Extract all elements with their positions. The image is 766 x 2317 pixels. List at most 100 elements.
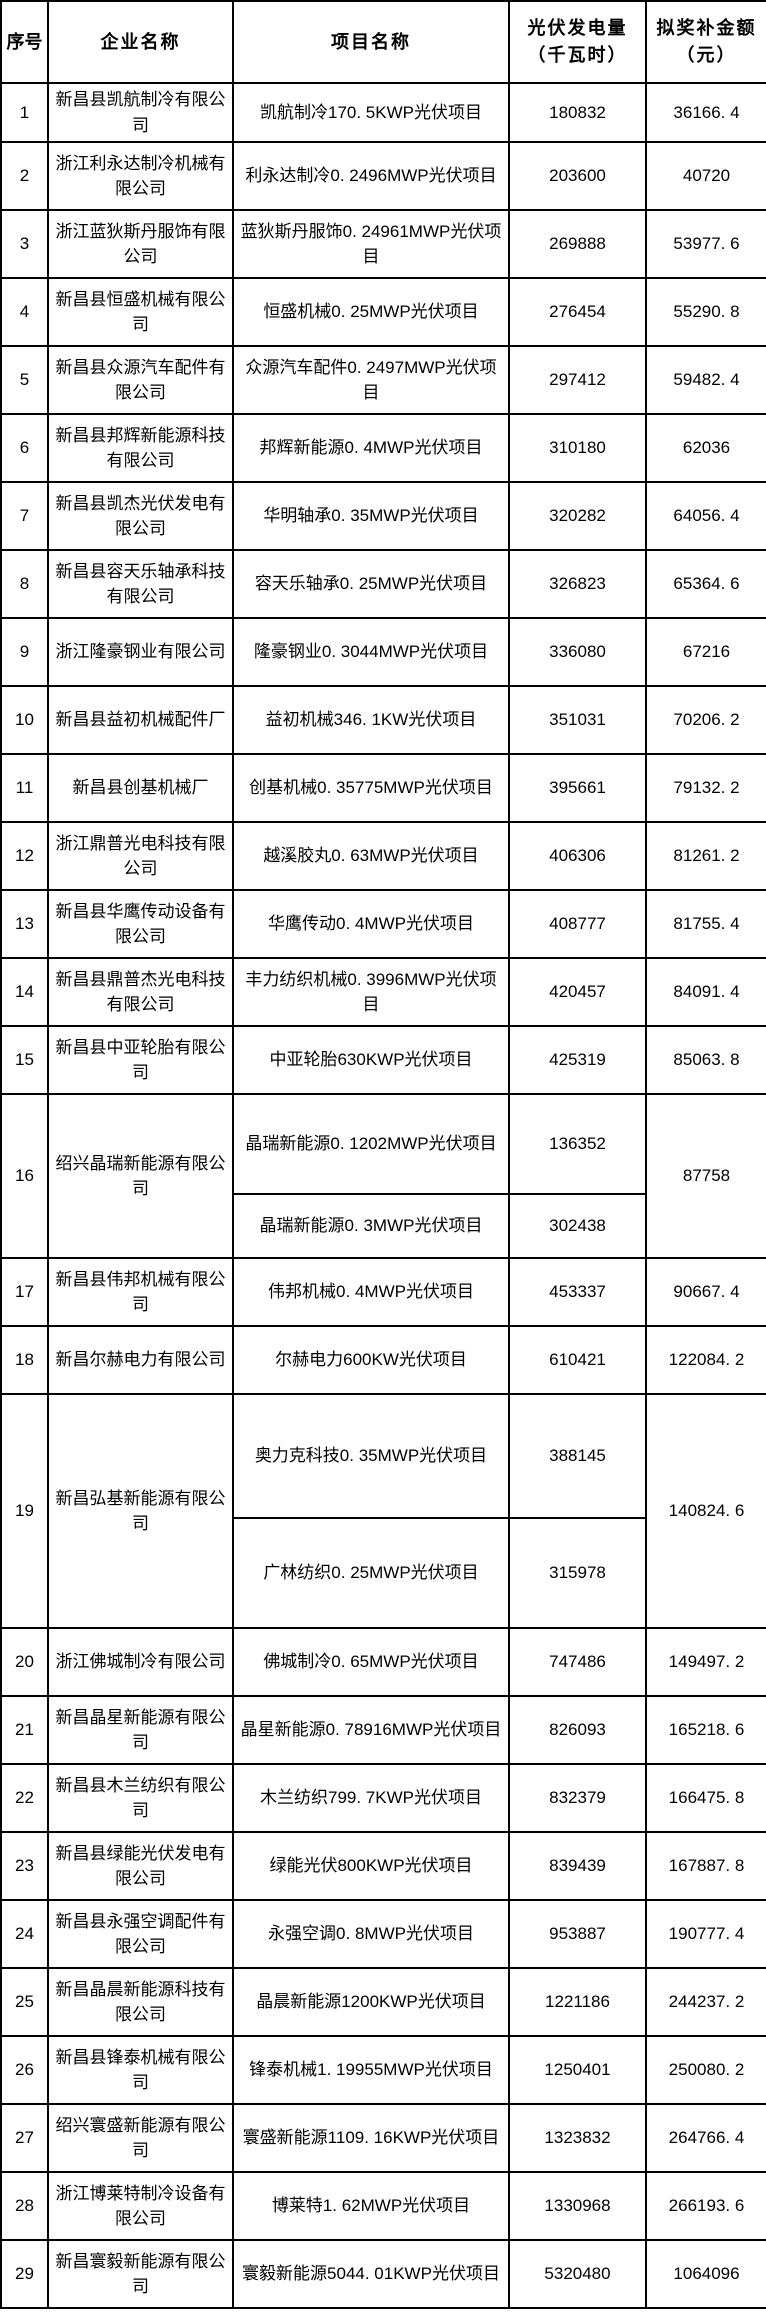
generation-value-cell: 351031: [508, 685, 647, 755]
table-row: 25 新昌晶晨新能源科技有限公司 晶晨新能源1200KWP光伏项目 122118…: [0, 1967, 766, 2037]
subsidy-value-cell: 122084. 2: [645, 1325, 766, 1395]
company-name-cell: 新昌县邦辉新能源科技有限公司: [47, 413, 234, 483]
table-row: 13 新昌县华鹰传动设备有限公司 华鹰传动0. 4MWP光伏项目 408777 …: [0, 889, 766, 959]
generation-value-cell: 310180: [508, 413, 647, 483]
company-name-cell: 浙江利永达制冷机械有限公司: [47, 141, 234, 211]
row-number: 2: [0, 141, 49, 211]
company-name-cell: 绍兴晶瑞新能源有限公司: [47, 1093, 234, 1259]
subsidy-value-cell: 81755. 4: [645, 889, 766, 959]
generation-value-cell: 136352: [508, 1093, 647, 1195]
table-row: 20 浙江佛城制冷有限公司 佛城制冷0. 65MWP光伏项目 747486 14…: [0, 1627, 766, 1697]
company-name-cell: 新昌晶晨新能源科技有限公司: [47, 1967, 234, 2037]
company-name-cell: 新昌县锋泰机械有限公司: [47, 2035, 234, 2105]
row-number: 5: [0, 345, 49, 415]
project-name-cell: 尔赫电力600KW光伏项目: [232, 1325, 510, 1395]
project-name-cell: 创基机械0. 35775MWP光伏项目: [232, 753, 510, 823]
row-number: 12: [0, 821, 49, 891]
table-row: 14 新昌县鼎普杰光电科技有限公司 丰力纺织机械0. 3996MWP光伏项目 4…: [0, 957, 766, 1027]
subsidy-value-cell: 190777. 4: [645, 1899, 766, 1969]
generation-value-cell: 395661: [508, 753, 647, 823]
table-row: 7 新昌县凯杰光伏发电有限公司 华明轴承0. 35MWP光伏项目 320282 …: [0, 481, 766, 551]
column-header-subsidy: 拟奖补金额 （元）: [645, 0, 766, 84]
company-name-cell: 新昌县凯航制冷有限公司: [47, 82, 234, 143]
generation-value-cell: 839439: [508, 1831, 647, 1901]
company-name-cell: 浙江蓝狄斯丹服饰有限公司: [47, 209, 234, 279]
project-name-cell: 恒盛机械0. 25MWP光伏项目: [232, 277, 510, 347]
company-name-cell: 新昌寰毅新能源有限公司: [47, 2239, 234, 2309]
subsidy-value-cell: 53977. 6: [645, 209, 766, 279]
generation-value-cell: 336080: [508, 617, 647, 687]
subsidy-value-cell: 1064096: [645, 2239, 766, 2309]
project-name-cell: 寰盛新能源1109. 16KWP光伏项目: [232, 2103, 510, 2173]
row-number: 16: [0, 1093, 49, 1259]
row-number: 15: [0, 1025, 49, 1095]
subsidy-value-cell: 140824. 6: [645, 1393, 766, 1629]
company-name-cell: 新昌县凯杰光伏发电有限公司: [47, 481, 234, 551]
project-name-cell: 晶晨新能源1200KWP光伏项目: [232, 1967, 510, 2037]
company-name-cell: 新昌弘基新能源有限公司: [47, 1393, 234, 1629]
table-row: 9 浙江隆豪钢业有限公司 隆豪钢业0. 3044MWP光伏项目 336080 6…: [0, 617, 766, 687]
subsidy-value-cell: 79132. 2: [645, 753, 766, 823]
subsidy-value-cell: 62036: [645, 413, 766, 483]
company-name-cell: 新昌县鼎普杰光电科技有限公司: [47, 957, 234, 1027]
column-header-company: 企业名称: [47, 0, 234, 84]
table-row: 22 新昌县木兰纺织有限公司 木兰纺织799. 7KWP光伏项目 832379 …: [0, 1763, 766, 1833]
row-number: 19: [0, 1393, 49, 1629]
subsidy-value-cell: 36166. 4: [645, 82, 766, 143]
table-row: 17 新昌县伟邦机械有限公司 伟邦机械0. 4MWP光伏项目 453337 90…: [0, 1257, 766, 1327]
company-name-cell: 新昌县众源汽车配件有限公司: [47, 345, 234, 415]
project-name-cell: 广林纺织0. 25MWP光伏项目: [232, 1517, 510, 1629]
row-number: 25: [0, 1967, 49, 2037]
column-header-index: 序号: [0, 0, 49, 84]
row-number: 8: [0, 549, 49, 619]
project-name-cell: 奥力克科技0. 35MWP光伏项目: [232, 1393, 510, 1519]
company-name-cell: 浙江博莱特制冷设备有限公司: [47, 2171, 234, 2241]
project-name-cell: 佛城制冷0. 65MWP光伏项目: [232, 1627, 510, 1697]
table-row: 10 新昌县益初机械配件厂 益初机械346. 1KW光伏项目 351031 70…: [0, 685, 766, 755]
row-number: 29: [0, 2239, 49, 2309]
row-number: 28: [0, 2171, 49, 2241]
project-name-cell: 隆豪钢业0. 3044MWP光伏项目: [232, 617, 510, 687]
company-name-cell: 新昌县伟邦机械有限公司: [47, 1257, 234, 1327]
table-row: 19 新昌弘基新能源有限公司 奥力克科技0. 35MWP光伏项目 388145 …: [0, 1393, 766, 1629]
company-name-cell: 新昌县益初机械配件厂: [47, 685, 234, 755]
row-number: 3: [0, 209, 49, 279]
subsidy-value-cell: 244237. 2: [645, 1967, 766, 2037]
company-name-cell: 浙江鼎普光电科技有限公司: [47, 821, 234, 891]
generation-value-cell: 610421: [508, 1325, 647, 1395]
project-name-cell: 中亚轮胎630KWP光伏项目: [232, 1025, 510, 1095]
row-number: 26: [0, 2035, 49, 2105]
project-name-cell: 凯航制冷170. 5KWP光伏项目: [232, 82, 510, 143]
generation-value-cell: 302438: [508, 1193, 647, 1259]
project-name-cell: 木兰纺织799. 7KWP光伏项目: [232, 1763, 510, 1833]
subsidy-value-cell: 81261. 2: [645, 821, 766, 891]
generation-value-cell: 269888: [508, 209, 647, 279]
company-name-cell: 新昌县永强空调配件有限公司: [47, 1899, 234, 1969]
company-name-cell: 新昌尔赫电力有限公司: [47, 1325, 234, 1395]
company-name-cell: 浙江隆豪钢业有限公司: [47, 617, 234, 687]
project-name-cell: 晶星新能源0. 78916MWP光伏项目: [232, 1695, 510, 1765]
table-row: 8 新昌县容天乐轴承科技有限公司 容天乐轴承0. 25MWP光伏项目 32682…: [0, 549, 766, 619]
project-name-cell: 丰力纺织机械0. 3996MWP光伏项目: [232, 957, 510, 1027]
company-name-cell: 新昌县绿能光伏发电有限公司: [47, 1831, 234, 1901]
company-name-cell: 浙江佛城制冷有限公司: [47, 1627, 234, 1697]
row-number: 14: [0, 957, 49, 1027]
subsidy-value-cell: 250080. 2: [645, 2035, 766, 2105]
subsidy-value-cell: 165218. 6: [645, 1695, 766, 1765]
row-number: 6: [0, 413, 49, 483]
project-name-cell: 晶瑞新能源0. 1202MWP光伏项目: [232, 1093, 510, 1195]
company-name-cell: 新昌县容天乐轴承科技有限公司: [47, 549, 234, 619]
table-row: 24 新昌县永强空调配件有限公司 永强空调0. 8MWP光伏项目 953887 …: [0, 1899, 766, 1969]
project-name-cell: 邦辉新能源0. 4MWP光伏项目: [232, 413, 510, 483]
project-name-cell: 华明轴承0. 35MWP光伏项目: [232, 481, 510, 551]
project-name-cell: 众源汽车配件0. 2497MWP光伏项目: [232, 345, 510, 415]
generation-value-cell: 453337: [508, 1257, 647, 1327]
subsidy-value-cell: 70206. 2: [645, 685, 766, 755]
row-number: 20: [0, 1627, 49, 1697]
table-row: 5 新昌县众源汽车配件有限公司 众源汽车配件0. 2497MWP光伏项目 297…: [0, 345, 766, 415]
row-number: 11: [0, 753, 49, 823]
generation-value-cell: 826093: [508, 1695, 647, 1765]
company-name-cell: 新昌县创基机械厂: [47, 753, 234, 823]
